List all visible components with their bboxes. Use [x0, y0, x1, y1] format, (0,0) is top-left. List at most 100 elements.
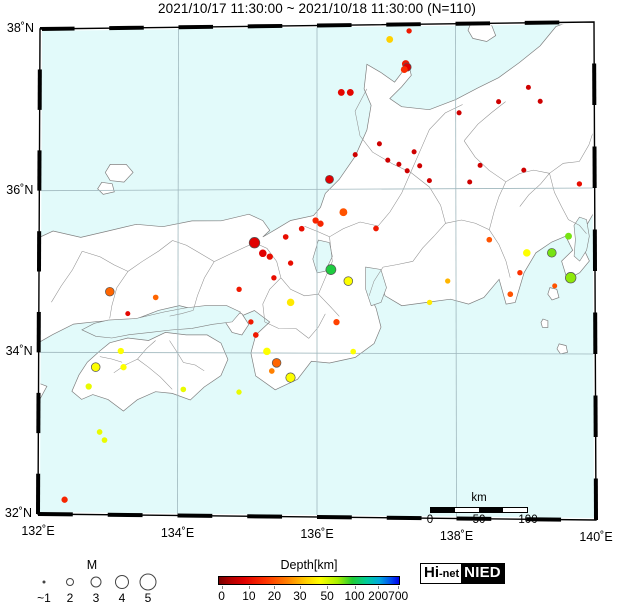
magnitude-legend-label: 5 — [144, 591, 152, 605]
earthquake-marker — [400, 66, 408, 74]
earthquake-marker — [456, 110, 462, 116]
map-frame — [36, 20, 598, 522]
prefecture-border — [183, 362, 205, 372]
landmass — [556, 343, 568, 355]
earthquake-marker — [426, 299, 433, 306]
earthquake-marker — [252, 332, 259, 338]
earthquake-marker — [552, 283, 558, 289]
magnitude-symbol — [115, 575, 129, 589]
depth-legend-label: 0 — [218, 589, 225, 603]
depth-legend-label: 100 — [344, 589, 365, 603]
x-axis-tick-label: 138˚E — [439, 528, 474, 543]
earthquake-marker — [547, 248, 557, 258]
magnitude-legend: M ~1 2 3 4 5 — [22, 558, 162, 605]
depth-tick — [354, 586, 356, 589]
earthquake-marker — [523, 249, 531, 257]
logo-net-text: -net — [439, 568, 460, 580]
earthquake-marker — [282, 234, 289, 240]
earthquake-marker — [352, 152, 358, 158]
earthquake-marker — [271, 275, 277, 281]
logo-nied-text: NIED — [461, 564, 504, 583]
magnitude-legend-label: 4 — [118, 591, 126, 605]
prefecture-border — [519, 173, 550, 207]
earthquake-marker — [404, 168, 410, 174]
earthquake-marker — [386, 35, 394, 43]
earthquake-marker — [259, 249, 267, 258]
map-svg — [36, 20, 598, 522]
prefecture-border — [445, 219, 490, 231]
depth-tick — [398, 586, 400, 589]
depth-legend-title: Depth[km] — [280, 558, 338, 572]
earthquake-marker — [180, 386, 187, 393]
scale-bar-tick-label: 0 — [426, 514, 434, 526]
prefecture-border — [127, 240, 173, 272]
earthquake-marker — [285, 372, 296, 383]
earthquake-marker — [271, 358, 282, 368]
prefecture-border — [169, 340, 184, 363]
earthquake-marker — [266, 253, 273, 260]
scale-bar-tick-label: 100 — [518, 514, 538, 526]
earthquake-marker — [576, 181, 583, 187]
prefecture-border — [412, 223, 446, 262]
earthquake-marker — [343, 276, 354, 286]
magnitude-legend-label: ~1 — [37, 591, 51, 605]
earthquake-marker — [507, 291, 514, 298]
prefecture-border — [192, 261, 215, 311]
earthquake-marker — [565, 232, 572, 240]
earthquake-marker — [486, 236, 493, 243]
scale-bar-unit: km — [471, 492, 487, 504]
earthquake-marker — [96, 429, 103, 435]
logo-hi-text: Hi — [424, 564, 439, 581]
earthquake-marker — [411, 149, 417, 155]
meridian — [455, 23, 457, 519]
earthquake-markers — [61, 28, 583, 503]
prefecture-border — [410, 172, 446, 224]
magnitude-legend-label: 3 — [92, 591, 100, 605]
earthquake-marker — [298, 225, 305, 232]
magnitude-symbol — [90, 576, 102, 588]
landmass — [71, 332, 229, 412]
earthquake-marker — [537, 98, 543, 104]
depth-tick — [248, 586, 250, 589]
depth-legend-label: 10 — [242, 589, 256, 603]
prefecture-border — [172, 240, 215, 262]
depth-tick — [327, 586, 329, 589]
prefecture-border — [109, 271, 129, 319]
earthquake-marker — [248, 237, 261, 249]
depth-legend-label: 50 — [320, 589, 334, 603]
prefecture-border — [463, 101, 506, 141]
landmass — [104, 163, 134, 183]
earthquake-marker — [477, 162, 483, 168]
prefecture-border — [505, 169, 550, 183]
earthquake-marker — [521, 167, 527, 173]
earthquake-marker — [373, 225, 379, 232]
map-canvas — [36, 20, 598, 528]
prefecture-border — [82, 250, 129, 272]
magnitude-legend-symbols — [22, 573, 162, 591]
inland-water — [81, 305, 241, 339]
x-axis-tick-label: 140˚E — [579, 530, 613, 544]
earthquake-marker — [117, 347, 124, 355]
earthquake-marker — [417, 163, 423, 169]
earthquake-marker — [333, 318, 340, 326]
earthquake-marker — [406, 28, 412, 34]
prefecture-border — [463, 140, 506, 183]
earthquake-marker — [286, 298, 295, 307]
prefecture-border — [137, 340, 156, 360]
earthquake-marker — [287, 260, 294, 266]
prefecture-border — [377, 172, 411, 227]
meridian — [177, 27, 179, 516]
depth-legend-label: 700 — [388, 589, 409, 603]
earthquake-marker — [105, 286, 115, 297]
prefecture-border — [264, 321, 309, 339]
earthquake-marker — [325, 264, 337, 275]
earthquake-marker — [517, 270, 523, 276]
earthquake-marker — [125, 311, 131, 317]
earthquake-marker — [263, 347, 271, 356]
prefecture-border — [262, 277, 282, 323]
earthquake-marker — [350, 348, 357, 355]
prefecture-border — [214, 242, 255, 262]
depth-legend-label: 20 — [267, 589, 282, 603]
prefecture-borders — [38, 88, 595, 440]
earthquake-marker — [376, 141, 382, 147]
